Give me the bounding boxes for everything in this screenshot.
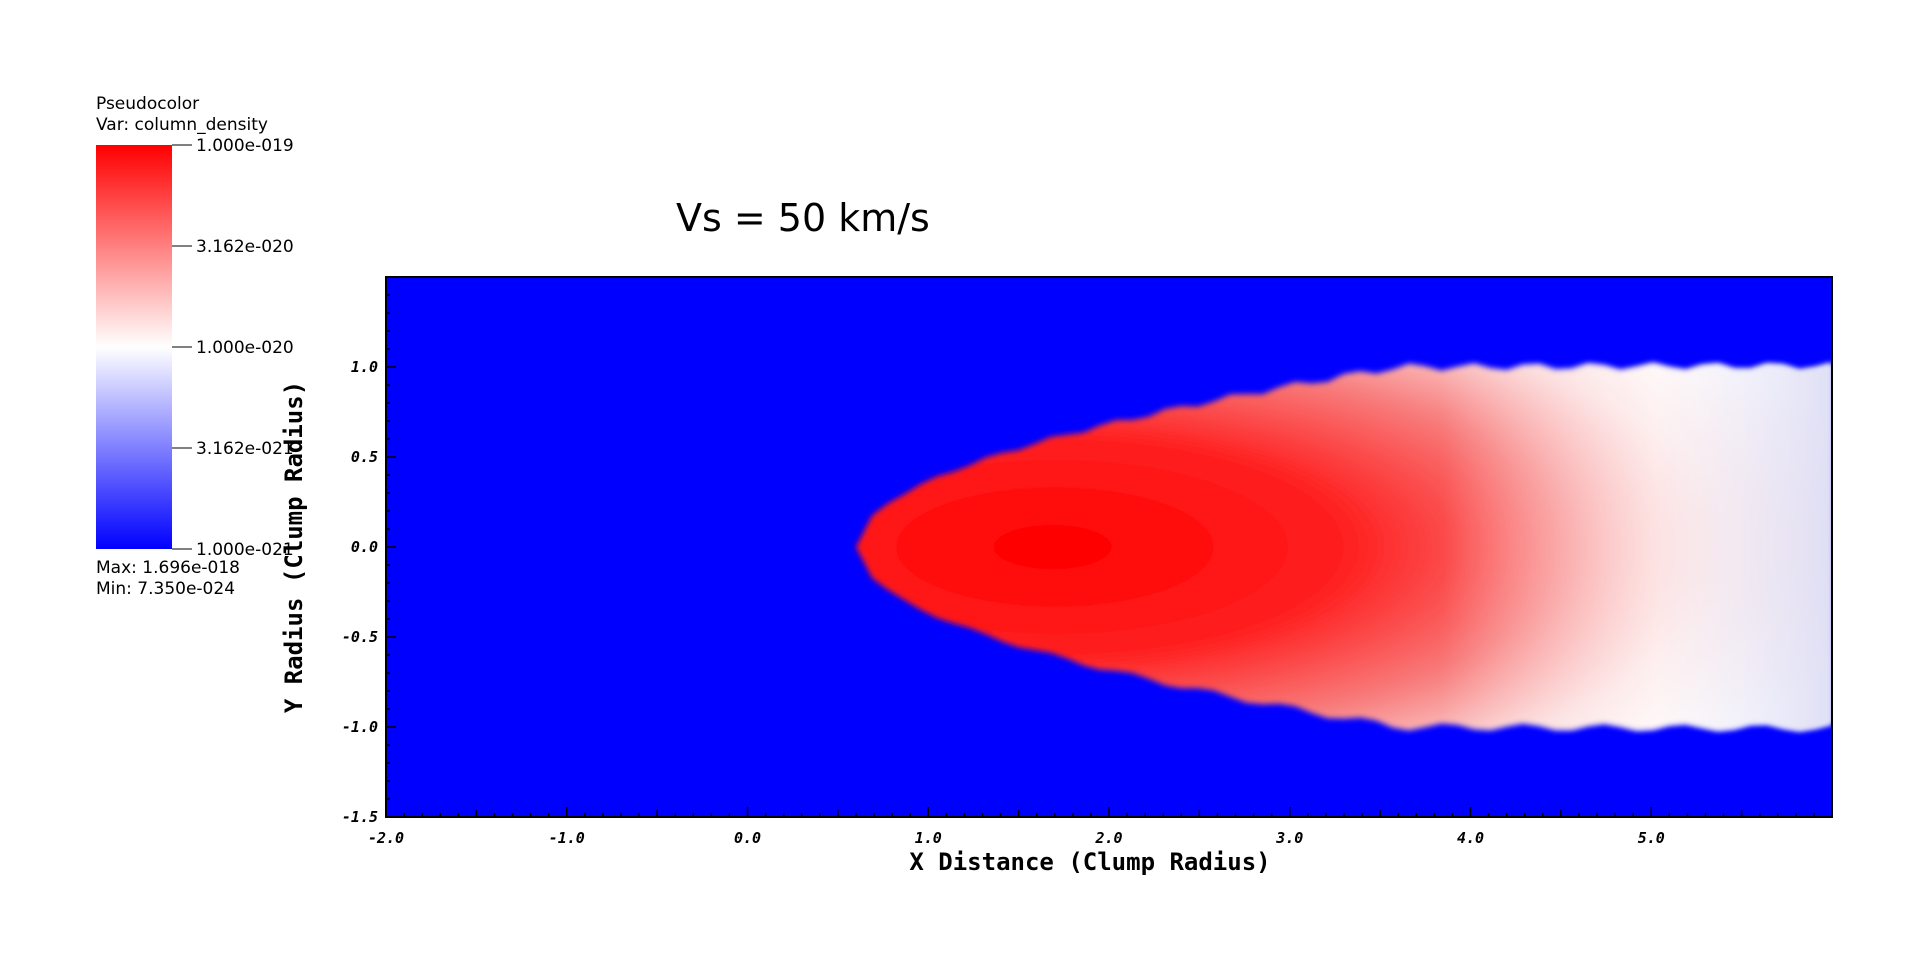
density-cloud-tail [856, 363, 1832, 731]
x-tick-label: 3.0 [1275, 829, 1303, 847]
legend-variable: Var: column_density [96, 115, 268, 135]
legend-max: Max: 1.696e-018 [96, 558, 240, 578]
x-tick-label: 4.0 [1457, 829, 1484, 847]
legend-plot-type: Pseudocolor [96, 94, 200, 114]
x-tick-label: 1.0 [915, 829, 942, 847]
y-tick-label: 1.0 [351, 358, 378, 376]
y-tick-label: -1.5 [342, 808, 378, 826]
colorbar-gradient [96, 145, 172, 549]
colorbar-tick-label: 1.000e-020 [196, 338, 294, 358]
x-tick-label: 0.0 [734, 829, 761, 847]
x-tick-label: -2.0 [368, 829, 404, 847]
colorbar-tick-label: 3.162e-020 [196, 237, 294, 257]
legend-title: Pseudocolor Var: column_density [96, 94, 268, 136]
colorbar-tick-label: 1.000e-019 [196, 136, 294, 156]
legend-min: Min: 7.350e-024 [96, 579, 236, 599]
plot-title: Vs = 50 km/s [676, 196, 930, 240]
y-axis-label: Y Radius (Clump Radius) [280, 381, 308, 713]
x-axis-ticks: -2.0 -1.0 0.0 1.0 2.0 3.0 4.0 5.0 [368, 807, 1833, 847]
x-tick-label: 2.0 [1094, 829, 1122, 847]
y-axis-ticks: -1.5 -1.0 -0.5 0.0 0.5 1.0 [342, 276, 396, 826]
x-tick-label: -1.0 [549, 829, 585, 847]
x-axis-label: X Distance (Clump Radius) [909, 848, 1270, 876]
y-tick-label: -0.5 [342, 628, 378, 646]
y-tick-label: 0.0 [351, 538, 378, 556]
legend-minmax: Max: 1.696e-018 Min: 7.350e-024 [96, 558, 240, 600]
x-tick-label: 5.0 [1638, 829, 1665, 847]
colorbar-tick-label: 1.000e-021 [196, 540, 294, 560]
colorbar-tick-label: 3.162e-021 [196, 439, 294, 459]
y-tick-label: -1.0 [342, 718, 378, 736]
plot-area: -2.0 -1.0 0.0 1.0 2.0 3.0 4.0 5.0 -1.5 -1.0 -0.5 0… [280, 276, 1833, 876]
colorbar-ticks: 1.000e-019 3.162e-020 1.000e-020 3.162e-021… [172, 136, 294, 560]
colorbar: 1.000e-019 3.162e-020 1.000e-020 3.162e-021… [96, 136, 294, 560]
y-tick-label: 0.5 [351, 448, 378, 466]
